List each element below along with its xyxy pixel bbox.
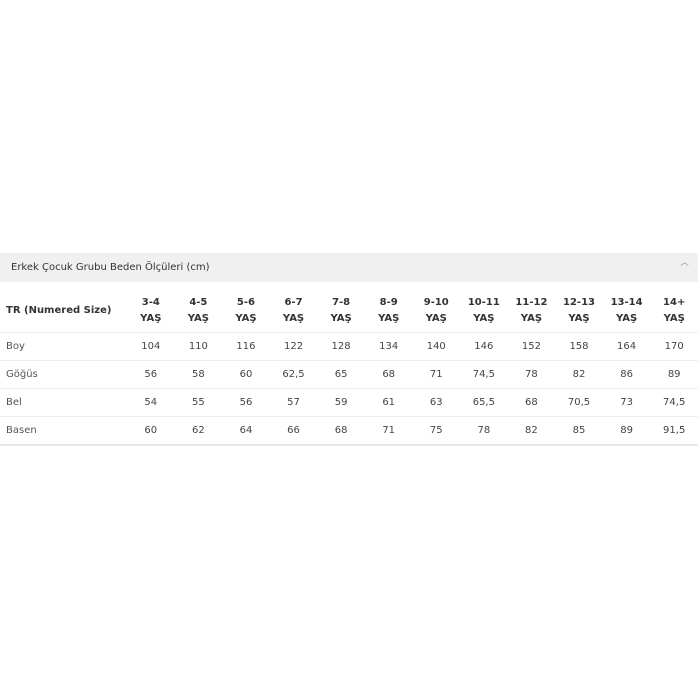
table-cell: 122 xyxy=(269,332,318,361)
table-cell: 65 xyxy=(317,360,365,389)
table-cell: 78 xyxy=(507,360,556,389)
table-cell: 56 xyxy=(222,388,270,417)
size-range: 6-7 xyxy=(284,297,303,308)
column-header: 9-10 YAŞ xyxy=(412,290,461,333)
size-range: 8-9 xyxy=(379,297,398,308)
size-range: 13-14 xyxy=(610,297,643,308)
table-cell: 60 xyxy=(127,416,175,446)
size-table: TR (Numered Size) 3-4 YAŞ 4-5 YAŞ 5-6 YAŞ 6-7 Y… xyxy=(0,290,698,446)
table-cell: 116 xyxy=(222,332,270,361)
column-header: 3-4 YAŞ xyxy=(127,290,175,333)
column-header: 6-7 YAŞ xyxy=(269,290,318,333)
size-unit: YAŞ xyxy=(187,313,209,324)
column-header: 14+ YAŞ xyxy=(650,290,698,333)
table-cell: 75 xyxy=(412,416,461,446)
table-cell: 134 xyxy=(364,332,413,361)
table-cell: 62,5 xyxy=(269,360,318,389)
table-cell: 68 xyxy=(364,360,413,389)
column-header: 12-13 YAŞ xyxy=(555,290,603,333)
size-range: 4-5 xyxy=(189,297,208,308)
table-cell: 110 xyxy=(174,332,223,361)
size-unit: YAŞ xyxy=(520,313,543,324)
table-row: Basen 60 62 64 66 68 71 75 78 82 85 89 91,5 xyxy=(0,416,698,446)
column-header: 8-9 YAŞ xyxy=(364,290,413,333)
table-cell: 86 xyxy=(602,360,651,389)
table-cell: 91,5 xyxy=(650,416,698,446)
size-range: 10-11 xyxy=(467,297,500,308)
table-cell: 74,5 xyxy=(460,360,508,389)
table-cell: 89 xyxy=(602,416,651,446)
table-cell: 68 xyxy=(317,416,365,446)
corner-header: TR (Numered Size) xyxy=(0,290,127,333)
size-unit: YAŞ xyxy=(378,313,400,324)
column-header: 11-12 YAŞ xyxy=(507,290,556,333)
row-label: Göğüs xyxy=(0,360,127,389)
size-unit: YAŞ xyxy=(425,313,447,324)
table-cell: 82 xyxy=(555,360,603,389)
table-cell: 64 xyxy=(222,416,270,446)
table-cell: 58 xyxy=(174,360,223,389)
table-cell: 128 xyxy=(317,332,365,361)
size-unit: YAŞ xyxy=(140,313,162,324)
table-cell: 78 xyxy=(460,416,508,446)
table-cell: 89 xyxy=(650,360,698,389)
table-cell: 59 xyxy=(317,388,365,417)
row-label: Bel xyxy=(0,388,127,417)
table-cell: 60 xyxy=(222,360,270,389)
table-cell: 85 xyxy=(555,416,603,446)
table-cell: 57 xyxy=(269,388,318,417)
table-row: Göğüs 56 58 60 62,5 65 68 71 74,5 78 82 86 89 xyxy=(0,360,698,389)
size-unit: YAŞ xyxy=(615,313,638,324)
table-cell: 152 xyxy=(507,332,556,361)
table-cell: 55 xyxy=(174,388,223,417)
table-cell: 68 xyxy=(507,388,556,417)
size-range: 3-4 xyxy=(141,297,160,308)
size-range: 5-6 xyxy=(236,297,255,308)
table-cell: 65,5 xyxy=(460,388,508,417)
table-cell: 71 xyxy=(364,416,413,446)
table-row: Boy 104 110 116 122 128 134 140 146 152 158 164 170 xyxy=(0,332,698,361)
table-cell: 146 xyxy=(460,332,508,361)
table-cell: 71 xyxy=(412,360,461,389)
size-range: 9-10 xyxy=(423,297,449,308)
table-cell: 56 xyxy=(127,360,175,389)
size-unit: YAŞ xyxy=(473,313,495,324)
table-cell: 104 xyxy=(127,332,175,361)
size-unit: YAŞ xyxy=(282,313,305,324)
table-cell: 82 xyxy=(507,416,556,446)
row-label: Basen xyxy=(0,416,127,446)
table-cell: 170 xyxy=(650,332,698,361)
row-label: Boy xyxy=(0,332,127,361)
accordion-title: Erkek Çocuk Grubu Beden Ölçüleri (cm) xyxy=(11,262,210,273)
size-range: 14+ xyxy=(663,297,686,308)
table-row: Bel 54 55 56 57 59 61 63 65,5 68 70,5 73 74,5 xyxy=(0,388,698,417)
size-range: 12-13 xyxy=(563,297,595,308)
column-header: 7-8 YAŞ xyxy=(317,290,365,333)
table-cell: 54 xyxy=(127,388,175,417)
size-unit: YAŞ xyxy=(568,313,590,324)
table-cell: 74,5 xyxy=(650,388,698,417)
size-unit: YAŞ xyxy=(330,313,352,324)
table-cell: 70,5 xyxy=(555,388,603,417)
size-range: 11-12 xyxy=(515,297,548,308)
column-header: 5-6 YAŞ xyxy=(222,290,270,333)
column-header: 10-11 YAŞ xyxy=(460,290,508,333)
size-range: 7-8 xyxy=(332,297,351,308)
table-header-row: TR (Numered Size) 3-4 YAŞ 4-5 YAŞ 5-6 YAŞ 6-7 Y… xyxy=(0,290,698,333)
size-unit: YAŞ xyxy=(235,313,257,324)
chevron-up-icon[interactable]: ^ xyxy=(678,262,691,273)
table-cell: 164 xyxy=(602,332,651,361)
table-cell: 140 xyxy=(412,332,461,361)
table-cell: 61 xyxy=(364,388,413,417)
table-cell: 66 xyxy=(269,416,318,446)
table-cell: 62 xyxy=(174,416,223,446)
table-cell: 63 xyxy=(412,388,461,417)
accordion-header[interactable]: Erkek Çocuk Grubu Beden Ölçüleri (cm) ^ xyxy=(0,253,698,282)
size-unit: YAŞ xyxy=(663,313,685,324)
table-cell: 158 xyxy=(555,332,603,361)
column-header: 13-14 YAŞ xyxy=(602,290,651,333)
table-cell: 73 xyxy=(602,388,651,417)
column-header: 4-5 YAŞ xyxy=(174,290,223,333)
